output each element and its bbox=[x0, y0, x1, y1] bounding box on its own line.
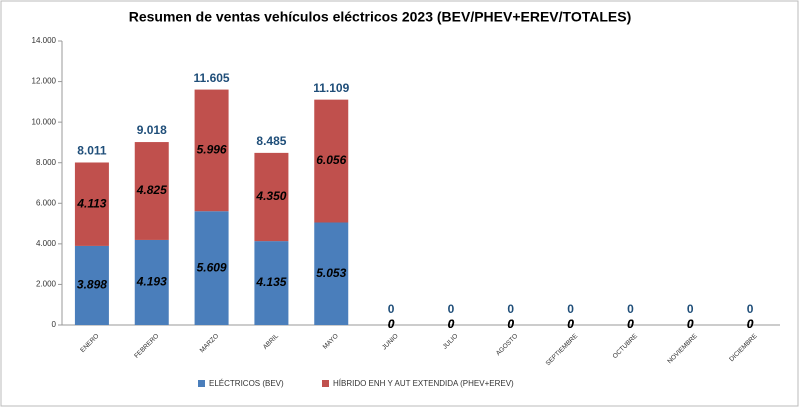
value-label: 4.113 bbox=[76, 196, 106, 210]
y-tick-label: 6.000 bbox=[36, 198, 57, 207]
total-label: 0 bbox=[687, 302, 694, 316]
value-label: 0 bbox=[388, 317, 395, 331]
y-tick-label: 14.000 bbox=[32, 36, 57, 45]
y-tick-label: 8.000 bbox=[36, 158, 57, 167]
bar-segment bbox=[254, 241, 289, 325]
legend-swatch bbox=[322, 380, 329, 387]
value-label: 0 bbox=[567, 317, 574, 331]
bar-segment bbox=[194, 89, 229, 212]
value-label: 0 bbox=[627, 317, 634, 331]
bar-segment bbox=[254, 152, 289, 242]
legend-label: HÍBRIDO ENH Y AUT EXTENDIDA (PHEV+EREV) bbox=[333, 379, 514, 388]
total-label: 8.011 bbox=[77, 144, 107, 158]
total-label: 0 bbox=[448, 302, 455, 316]
total-label: 0 bbox=[627, 302, 634, 316]
value-label: 0 bbox=[567, 317, 574, 331]
total-label: 9.018 bbox=[137, 123, 167, 137]
bar-segment bbox=[74, 245, 109, 325]
y-tick-label: 2.000 bbox=[36, 280, 57, 289]
value-label: 6.056 bbox=[316, 153, 346, 167]
value-label: 0 bbox=[388, 317, 395, 331]
value-label: 5.996 bbox=[197, 143, 227, 157]
total-label: 0 bbox=[747, 302, 754, 316]
total-label: 8.485 bbox=[256, 134, 286, 148]
value-label: 0 bbox=[747, 317, 754, 331]
value-label: 0 bbox=[507, 317, 514, 331]
value-label: 0 bbox=[507, 317, 514, 331]
bar-segment bbox=[194, 211, 229, 325]
value-label: 5.609 bbox=[197, 260, 227, 274]
y-tick-label: 0 bbox=[52, 320, 57, 329]
value-label: 0 bbox=[747, 317, 754, 331]
value-label: 0 bbox=[448, 317, 455, 331]
total-label: 11.605 bbox=[194, 71, 230, 85]
bar-segment bbox=[314, 99, 349, 223]
total-label: 0 bbox=[388, 302, 395, 316]
value-label: 3.898 bbox=[77, 278, 107, 292]
value-label: 4.825 bbox=[136, 183, 167, 197]
bar-segment bbox=[134, 142, 169, 240]
value-label: 4.135 bbox=[255, 275, 286, 289]
value-label: 4.193 bbox=[136, 275, 167, 289]
total-label: 11.109 bbox=[313, 81, 349, 95]
value-label: 0 bbox=[687, 317, 694, 331]
y-tick-label: 10.000 bbox=[32, 117, 57, 126]
value-label: 0 bbox=[448, 317, 455, 331]
y-tick-label: 12.000 bbox=[32, 77, 57, 86]
bar-segment bbox=[314, 222, 349, 325]
value-label: 4.350 bbox=[255, 189, 286, 203]
value-label: 0 bbox=[627, 317, 634, 331]
total-label: 0 bbox=[567, 302, 574, 316]
value-label: 0 bbox=[687, 317, 694, 331]
total-label: 0 bbox=[507, 302, 514, 316]
bar-segment bbox=[74, 162, 109, 246]
chart-title: Resumen de ventas vehículos eléctricos 2… bbox=[129, 9, 632, 25]
y-tick-label: 4.000 bbox=[36, 239, 57, 248]
legend-swatch bbox=[198, 380, 205, 387]
value-label: 5.053 bbox=[316, 266, 346, 280]
legend-label: ELÉCTRICOS (BEV) bbox=[209, 379, 284, 388]
bar-segment bbox=[134, 239, 169, 325]
